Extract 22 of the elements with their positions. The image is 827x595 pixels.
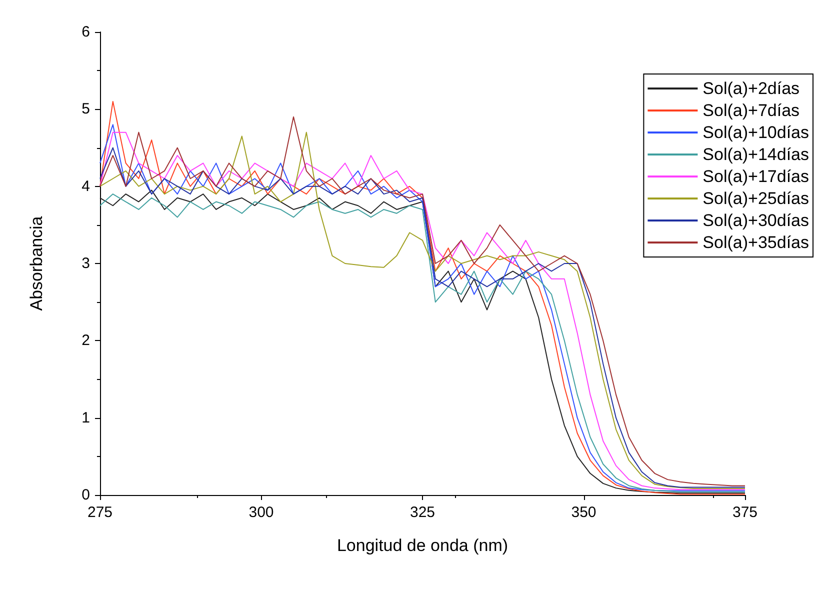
- y-tick-label: 1: [82, 409, 90, 426]
- y-tick-label: 3: [82, 255, 90, 272]
- y-tick-label: 4: [82, 178, 90, 195]
- legend-label: Sol(a)+25días: [702, 189, 810, 208]
- legend-label: Sol(a)+14días: [702, 145, 810, 164]
- y-tick-label: 5: [82, 100, 90, 118]
- y-tick-label: 0: [82, 486, 90, 504]
- x-tick-label: 325: [410, 504, 436, 521]
- legend-label: Sol(a)+30días: [702, 211, 810, 230]
- y-tick-label: 6: [82, 24, 90, 40]
- x-tick-label: 375: [732, 504, 758, 521]
- legend-label: Sol(a)+7días: [702, 101, 800, 120]
- legend-label: Sol(a)+35días: [702, 233, 810, 252]
- x-axis-title: Longitud de onda (nm): [336, 536, 508, 555]
- legend-label: Sol(a)+17días: [702, 167, 810, 186]
- y-tick-label: 2: [82, 332, 90, 350]
- legend-label: Sol(a)+10días: [702, 123, 810, 142]
- legend-label: Sol(a)+2días: [702, 79, 800, 98]
- x-tick-label: 350: [571, 504, 596, 521]
- y-axis-title: Absorbancia: [27, 216, 46, 311]
- x-tick-label: 275: [87, 504, 113, 521]
- x-tick-label: 300: [248, 504, 274, 521]
